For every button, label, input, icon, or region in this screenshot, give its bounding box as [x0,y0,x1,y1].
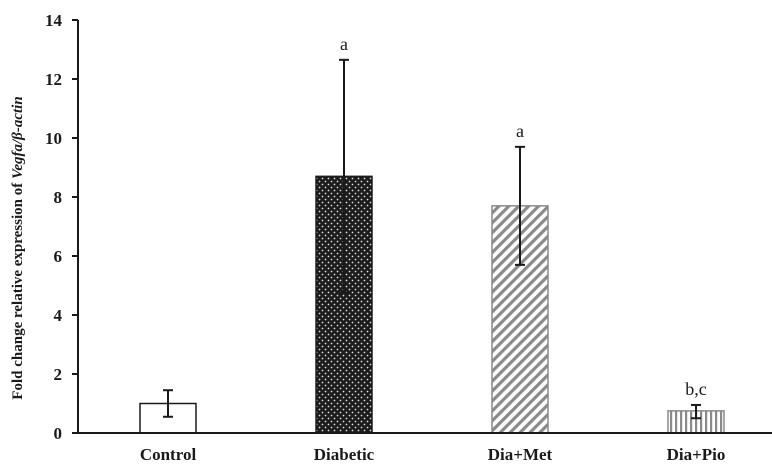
category-label: Dia+Pio [667,445,726,464]
bars [139,175,725,434]
significance-label: b,c [685,379,707,399]
significance-label: a [340,34,348,54]
category-labels: Control Diabetic Dia+Met Dia+Pio [140,445,726,464]
error-bars [163,58,701,420]
y-axis-label-prefix: Fold change relative expression of [10,179,26,400]
y-axis-ticks: 0 2 4 6 8 10 12 14 [45,11,78,443]
y-tick-label: 6 [54,247,63,266]
y-tick-label: 10 [45,129,62,148]
significance-labels: a a b,c [340,34,707,399]
category-label: Diabetic [314,445,375,464]
y-tick-label: 8 [54,188,63,207]
y-tick-label: 12 [45,70,62,89]
y-tick-label: 4 [54,306,63,325]
error-bar [691,403,701,420]
svg-text:Fold change relative expressio: Fold change relative expression of Vegfa… [10,96,26,399]
y-tick-label: 0 [54,424,63,443]
y-axis-label: Fold change relative expression of Vegfa… [10,96,26,399]
significance-label: a [516,121,524,141]
category-label: Dia+Met [488,445,553,464]
error-bar [339,58,349,294]
error-bar [515,145,525,266]
y-tick-label: 2 [54,365,63,384]
y-axis-label-gene: Vegfa/β-actin [10,96,26,179]
error-bar [163,389,173,418]
y-tick-label: 14 [45,11,63,30]
category-label: Control [140,445,197,464]
